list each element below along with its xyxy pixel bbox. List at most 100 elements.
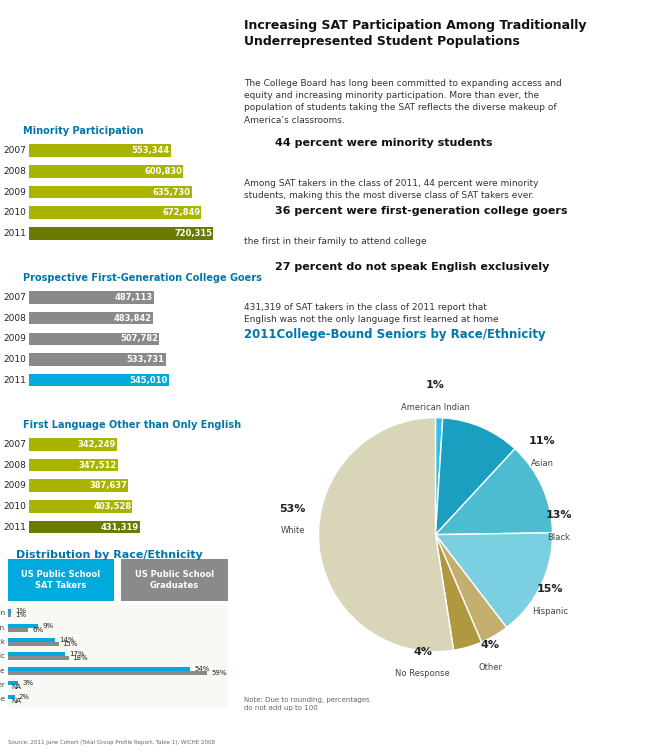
Bar: [254, 140, 260, 155]
Bar: [29, 353, 166, 366]
Bar: [8, 609, 11, 613]
Text: 18%: 18%: [73, 655, 88, 661]
Text: the first in their family to attend college: the first in their family to attend coll…: [244, 237, 426, 246]
Text: Other: Other: [478, 663, 502, 672]
Bar: [8, 666, 190, 671]
Text: White: White: [280, 526, 305, 535]
Text: 545,010: 545,010: [129, 376, 168, 385]
Text: 15%: 15%: [537, 584, 563, 594]
Wedge shape: [436, 418, 443, 535]
Text: 36 percent were first-generation college goers: 36 percent were first-generation college…: [275, 206, 567, 216]
Bar: [254, 264, 260, 279]
Bar: [8, 613, 11, 617]
Text: First Language Other than Only English: First Language Other than Only English: [23, 420, 241, 430]
Bar: [29, 500, 133, 513]
Bar: [29, 521, 140, 533]
Bar: [29, 206, 202, 219]
Text: 1%: 1%: [15, 608, 27, 614]
Bar: [29, 227, 213, 239]
Text: US Public School
Graduates: US Public School Graduates: [135, 570, 214, 590]
Text: 533,731: 533,731: [127, 355, 164, 364]
Text: 2007: 2007: [3, 146, 27, 155]
Bar: [29, 312, 153, 325]
Bar: [8, 623, 38, 627]
Text: White: White: [0, 668, 5, 674]
Text: 2008: 2008: [3, 314, 27, 323]
Text: Note: Due to rounding, percentages
do not add up to 100: Note: Due to rounding, percentages do no…: [244, 697, 369, 711]
Text: American Indian: American Indian: [401, 403, 470, 412]
Text: 431,319 of SAT takers in the class of 2011 report that
English was not the only : 431,319 of SAT takers in the class of 20…: [244, 303, 499, 325]
Text: Prospective First-Generation College Goers: Prospective First-Generation College Goe…: [23, 273, 261, 283]
FancyBboxPatch shape: [8, 559, 114, 601]
FancyBboxPatch shape: [121, 559, 228, 601]
Text: 13%: 13%: [546, 510, 572, 520]
Text: Among SAT takers in the class of 2011, 44 percent were minority
students, making: Among SAT takers in the class of 2011, 4…: [244, 179, 538, 200]
Text: 2007: 2007: [3, 440, 27, 449]
Text: 431,319: 431,319: [101, 523, 138, 532]
Text: 11%: 11%: [529, 436, 555, 446]
Text: 2009: 2009: [3, 481, 27, 490]
Text: 635,730: 635,730: [153, 187, 191, 197]
Text: 1%: 1%: [426, 380, 445, 390]
Text: 553,344: 553,344: [131, 146, 170, 155]
Text: Asian: Asian: [0, 624, 5, 630]
Text: 2%: 2%: [19, 694, 30, 700]
Text: American Indian: American Indian: [0, 610, 5, 616]
Bar: [8, 695, 14, 700]
Text: 1%: 1%: [15, 612, 27, 618]
Text: 27 percent do not speak English exclusively: 27 percent do not speak English exclusiv…: [275, 262, 549, 273]
Text: 487,113: 487,113: [114, 293, 153, 302]
Wedge shape: [436, 449, 552, 535]
Text: No Response: No Response: [0, 697, 5, 703]
Text: Black: Black: [547, 532, 571, 541]
Text: 2011: 2011: [3, 229, 27, 238]
Text: 387,637: 387,637: [90, 481, 127, 490]
Text: 9%: 9%: [42, 623, 53, 629]
Bar: [29, 480, 128, 492]
Text: Black: Black: [0, 639, 5, 645]
Text: 2009: 2009: [3, 334, 27, 343]
Bar: [29, 438, 117, 450]
Text: 15%: 15%: [62, 641, 78, 647]
Text: 3%: 3%: [22, 680, 33, 686]
Text: No Response: No Response: [395, 669, 450, 678]
Text: Hispanic: Hispanic: [0, 654, 5, 659]
Text: Hispanic: Hispanic: [532, 607, 568, 616]
Bar: [8, 638, 55, 642]
Text: NA: NA: [12, 684, 22, 690]
Text: 59%: 59%: [211, 669, 227, 675]
Bar: [8, 681, 18, 685]
Text: 4%: 4%: [413, 647, 432, 657]
Text: The College Board has long been committed to expanding access and
equity and inc: The College Board has long been committe…: [244, 79, 562, 124]
Wedge shape: [318, 418, 454, 651]
Text: Source: 2011 June Cohort (Total Group Profile Report, Table 1), WICHE 2008: Source: 2011 June Cohort (Total Group Pr…: [8, 740, 215, 745]
Text: 54%: 54%: [194, 666, 210, 672]
Text: 2007: 2007: [3, 293, 27, 302]
Text: 403,528: 403,528: [94, 501, 131, 511]
Text: NA: NA: [12, 698, 22, 704]
Text: Other: Other: [0, 682, 5, 688]
Bar: [254, 208, 260, 223]
Text: US Public School
SAT Takers: US Public School SAT Takers: [21, 570, 101, 590]
Text: Increasing SAT Participation Among Traditionally
Underrepresented Student Popula: Increasing SAT Participation Among Tradi…: [244, 19, 586, 48]
Bar: [8, 642, 58, 646]
Bar: [29, 186, 192, 198]
Text: 2011: 2011: [3, 523, 27, 532]
Text: 2011College-Bound Seniors by Race/Ethnicity: 2011College-Bound Seniors by Race/Ethnic…: [244, 328, 545, 340]
Wedge shape: [436, 535, 506, 642]
Text: 14%: 14%: [59, 637, 75, 643]
Polygon shape: [248, 199, 265, 209]
Bar: [8, 627, 28, 632]
Text: 17%: 17%: [70, 651, 85, 657]
Text: 507,782: 507,782: [120, 334, 158, 343]
Text: Asian: Asian: [530, 459, 554, 468]
Bar: [29, 459, 118, 471]
Text: 2008: 2008: [3, 461, 27, 470]
Wedge shape: [436, 418, 515, 535]
Text: 720,315: 720,315: [174, 229, 213, 238]
Text: 2010: 2010: [3, 501, 27, 511]
Text: Distribution by Race/Ethnicity: Distribution by Race/Ethnicity: [16, 550, 203, 559]
Text: 53%: 53%: [280, 504, 306, 514]
Text: Minority Participation: Minority Participation: [23, 127, 143, 136]
Bar: [8, 671, 207, 675]
